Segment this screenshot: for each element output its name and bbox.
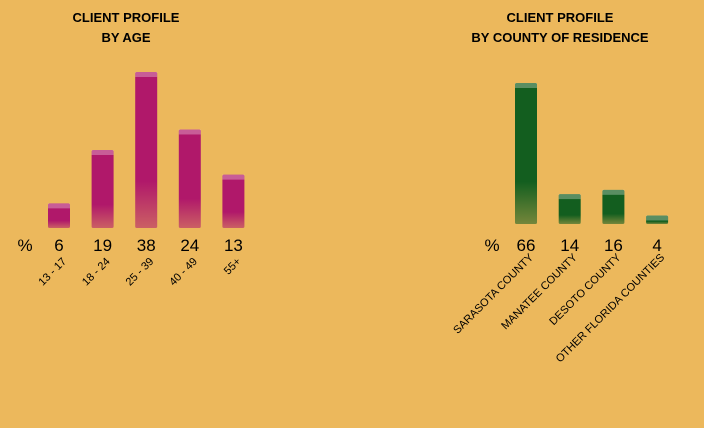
value-label: 66 xyxy=(517,236,536,255)
bar xyxy=(222,174,245,228)
bar xyxy=(48,203,70,228)
value-label: 14 xyxy=(560,236,579,255)
value-label: 38 xyxy=(137,236,156,255)
bar-highlight xyxy=(178,129,201,135)
bar-highlight xyxy=(646,215,669,221)
bar xyxy=(515,83,537,224)
bar xyxy=(135,72,158,228)
value-label: 13 xyxy=(224,236,243,255)
bar-highlight xyxy=(91,150,114,155)
bar-highlight xyxy=(515,83,537,88)
chart-title: CLIENT PROFILE xyxy=(507,10,614,25)
bar xyxy=(91,150,114,228)
bar-highlight xyxy=(48,203,70,209)
value-label: 19 xyxy=(93,236,112,255)
bar xyxy=(558,194,581,224)
chart-title: BY COUNTY OF RESIDENCE xyxy=(471,30,649,45)
bar xyxy=(602,189,625,224)
bar-highlight xyxy=(222,174,245,180)
chart-title: BY AGE xyxy=(101,30,150,45)
value-label: 16 xyxy=(604,236,623,255)
value-label: 24 xyxy=(180,236,199,255)
unit-label: % xyxy=(484,236,499,255)
value-label: 4 xyxy=(652,236,661,255)
unit-label: % xyxy=(17,236,32,255)
value-label: 6 xyxy=(54,236,63,255)
bar-highlight xyxy=(602,189,625,195)
chart-title: CLIENT PROFILE xyxy=(73,10,180,25)
bar xyxy=(178,129,201,228)
bar-highlight xyxy=(135,72,158,77)
bar-highlight xyxy=(558,194,581,200)
bar xyxy=(646,215,669,224)
